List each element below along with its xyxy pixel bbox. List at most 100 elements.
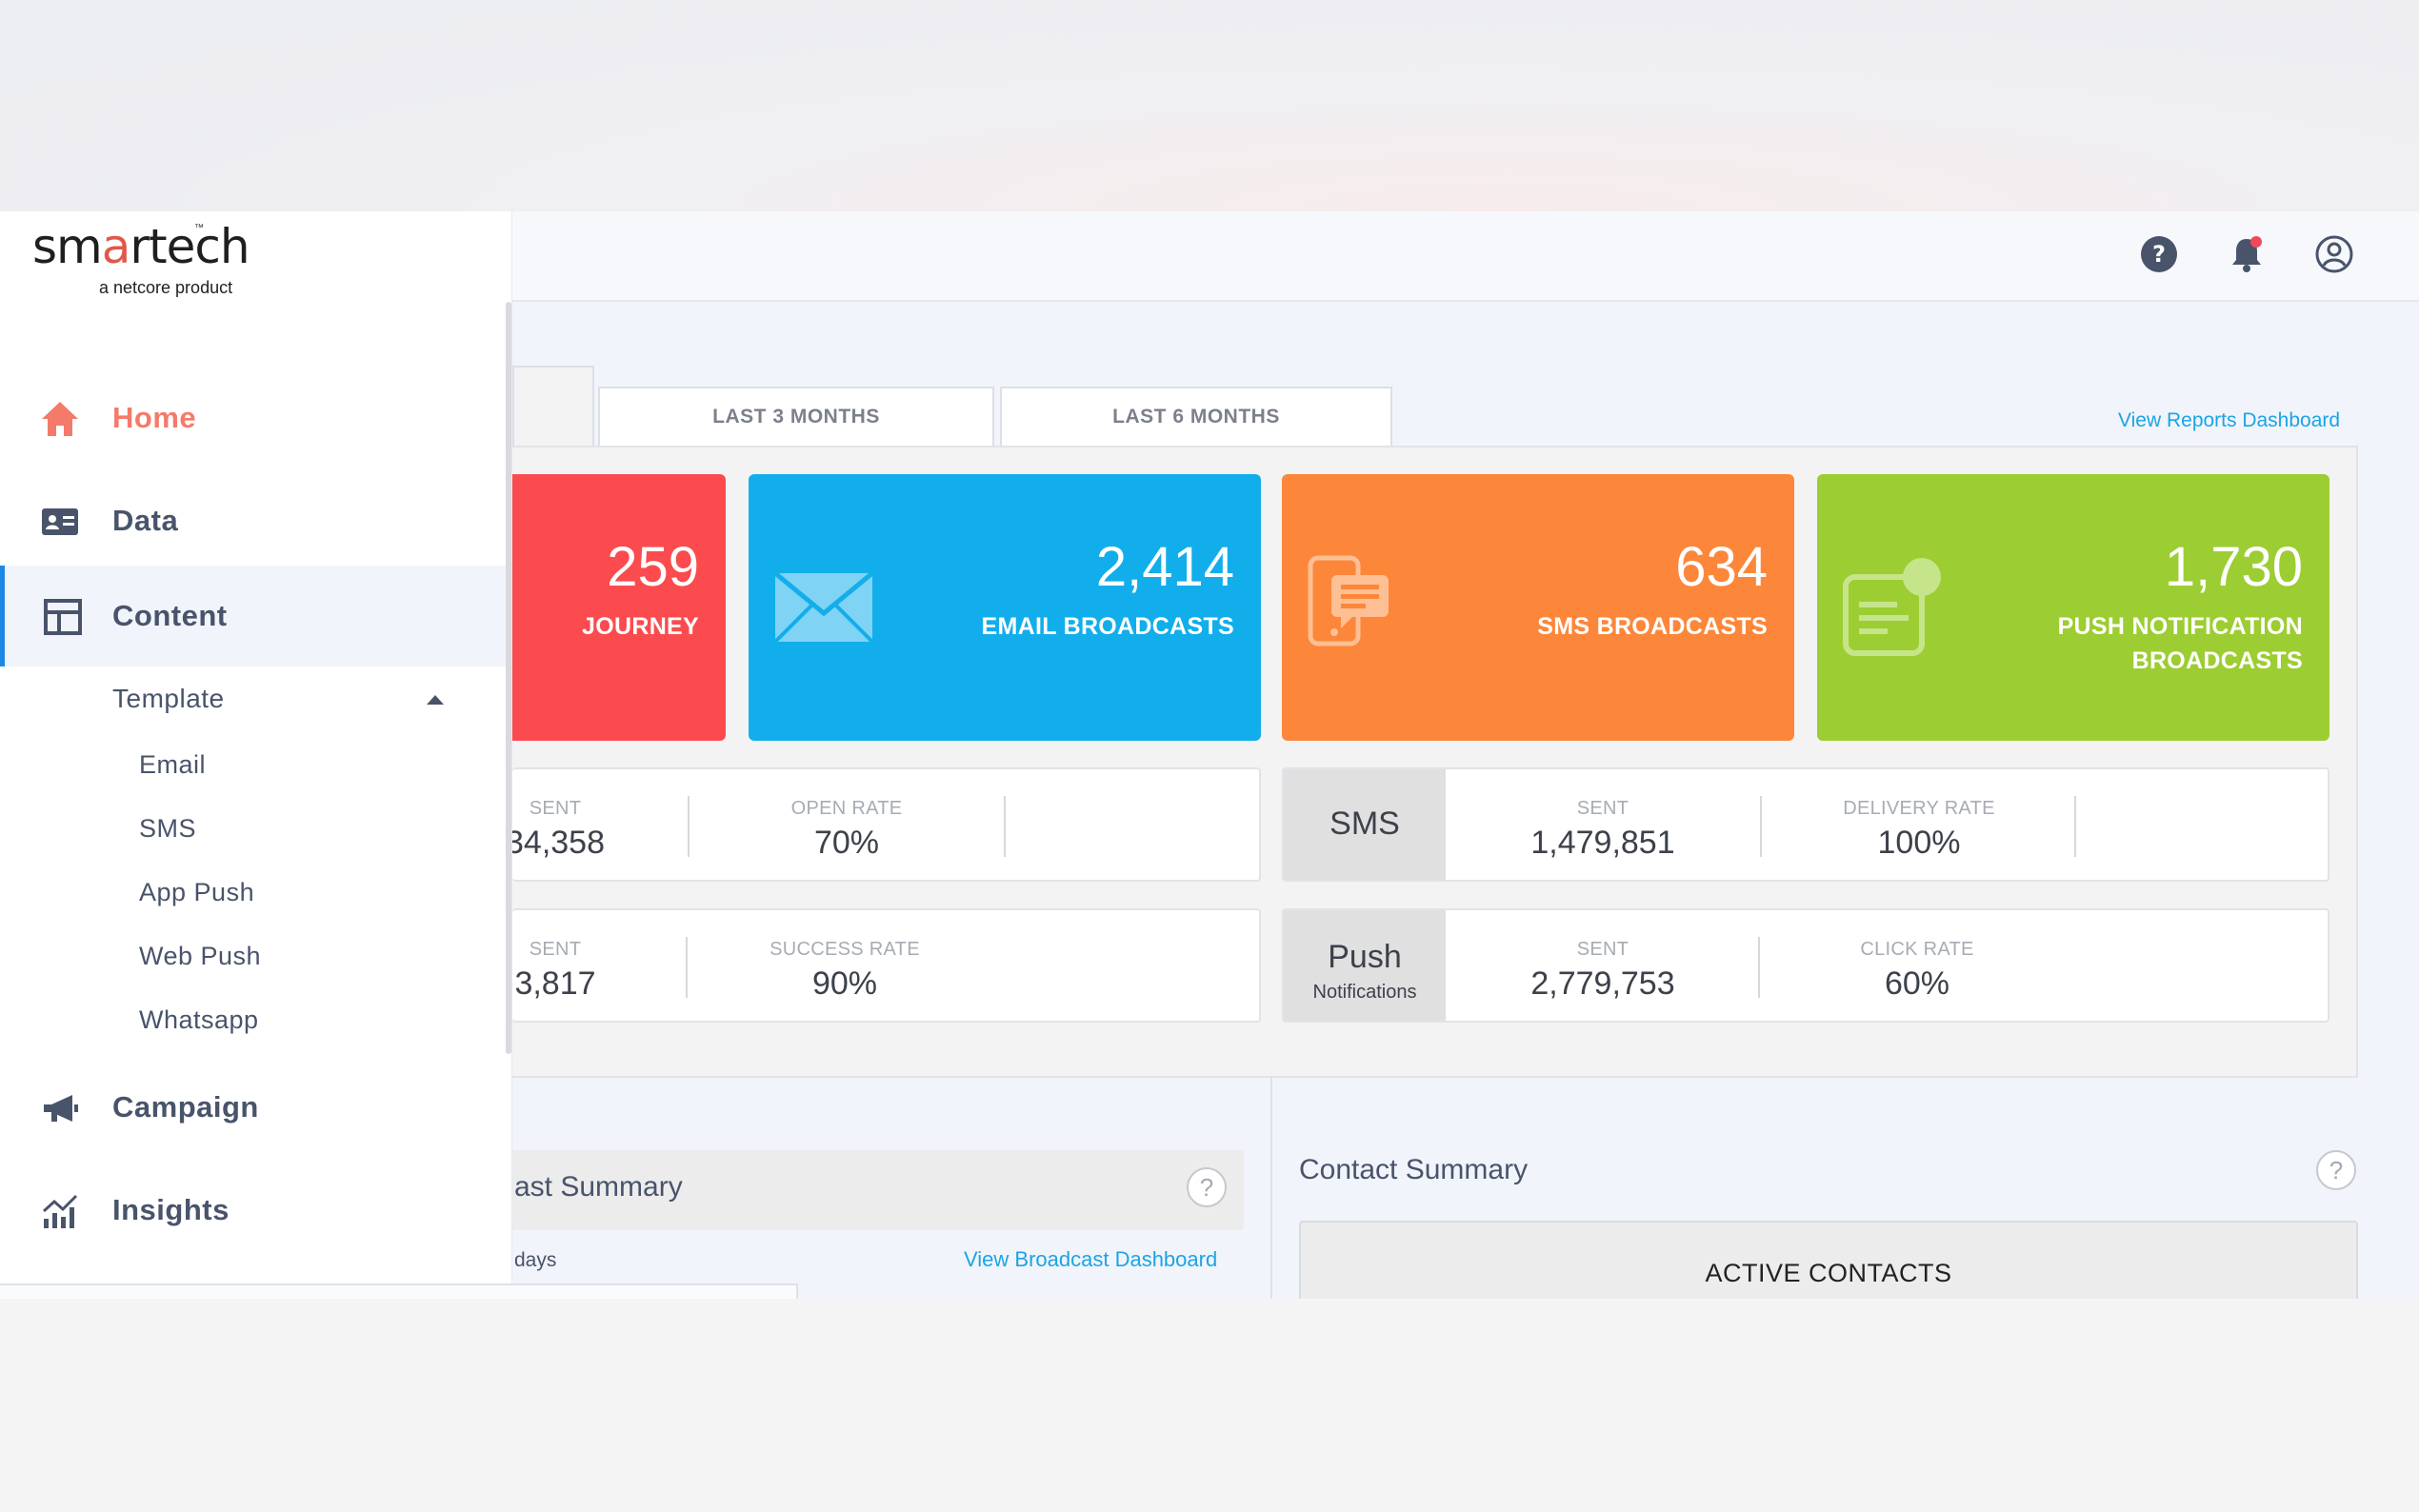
journey-sent-stat: SENT 3,817 [427,910,684,1021]
tab-current[interactable] [512,366,594,446]
tab-last-3-months[interactable]: LAST 3 MONTHS [598,387,994,446]
broadcast-summary-title: ast Summary [514,1171,683,1203]
push-broadcasts-label: PUSH NOTIFICATION BROADCASTS [2058,609,2303,678]
success-rate-stat: SUCCESS RATE 90% [688,910,1002,1021]
help-icon[interactable]: ? [2139,234,2179,274]
sms-channel-label: SMS [1284,769,1446,880]
divider [2074,796,2076,857]
stat-key: SENT [1576,939,1629,960]
mobile-chat-icon [1308,555,1389,647]
journey-count: 259 [607,536,699,598]
status-strip [0,1283,798,1299]
svg-text:?: ? [2152,241,2166,268]
background-top [0,0,2419,211]
stat-value: 60% [1884,965,1950,1002]
divider [1004,796,1006,857]
template-web-push[interactable]: Web Push [139,942,262,970]
template-sms[interactable]: SMS [139,814,197,843]
stat-key: CLICK RATE [1860,939,1974,960]
megaphone-icon [44,1095,78,1122]
id-card-icon [42,508,78,535]
view-reports-dashboard-link[interactable]: View Reports Dashboard [2118,409,2341,431]
template-app-push[interactable]: App Push [139,878,255,906]
view-broadcast-dashboard-link[interactable]: View Broadcast Dashboard [964,1247,1218,1271]
logo-wordmark: smartech [32,219,250,274]
sidebar: smartech ™ a netcore product Home Data [0,211,512,1299]
logo-tagline: a netcore product [99,278,233,297]
sidebar-item-label: Content [112,599,228,632]
layout-icon [44,599,82,635]
click-rate-stat: CLICK RATE 60% [1760,910,2074,1021]
push-broadcasts-count: 1,730 [2164,536,2303,598]
user-profile-icon[interactable] [2314,234,2354,274]
trademark: ™ [194,223,204,233]
template-whatsapp[interactable]: Whatsapp [139,1005,259,1034]
sidebar-item-insights[interactable]: Insights [0,1160,506,1261]
stat-value: 70% [813,825,880,861]
sms-broadcasts-count: 634 [1675,536,1768,598]
app-window: ? LAST 3 MONTHS LAST 6 MONTHS View Repor… [0,211,2419,1299]
sms-sent-stat: SENT 1,479,851 [1446,769,1760,880]
journey-stats-row: SENT 3,817 SUCCESS RATE 90% [512,908,1261,1023]
envelope-icon [773,571,874,644]
sms-stats-row: SMS SENT 1,479,851 DELIVERY RATE 100% [1282,767,2329,882]
sidebar-item-home[interactable]: Home [0,368,506,468]
days-label: days [514,1249,557,1271]
broadcast-summary-header [512,1150,1244,1230]
sidebar-item-label: Insights [112,1193,230,1226]
email-broadcasts-label: EMAIL BROADCASTS [981,613,1234,640]
active-contacts-box: ACTIVE CONTACTS [1299,1221,2358,1299]
channel-name: SMS [1329,806,1400,842]
section-divider [1270,1078,1272,1299]
broadcast-help-icon[interactable]: ? [1187,1167,1227,1207]
active-contacts-label: ACTIVE CONTACTS [1705,1259,1952,1287]
sms-broadcasts-label: SMS BROADCASTS [1537,613,1768,640]
smartech-logo[interactable]: smartech ™ a netcore product [32,219,250,297]
stat-value: 1,479,851 [1530,825,1675,861]
sidebar-item-campaign[interactable]: Campaign [0,1057,506,1158]
stat-key: SENT [529,939,582,960]
top-bar: ? [512,211,2419,302]
stat-value: 90% [811,965,878,1002]
contact-help-icon[interactable]: ? [2316,1150,2356,1190]
tab-last-6-months[interactable]: LAST 6 MONTHS [1000,387,1392,446]
home-icon [42,402,78,436]
background-bottom [0,1299,2419,1512]
sidebar-item-data[interactable]: Data [0,470,506,571]
delivery-rate-stat: DELIVERY RATE 100% [1762,769,2076,880]
channel-sub: Notifications [1312,982,1417,1003]
template-email[interactable]: Email [139,750,207,779]
email-broadcasts-card[interactable]: 2,414 EMAIL BROADCASTS [749,474,1261,741]
divider [686,937,688,998]
stat-key: SENT [1576,798,1629,819]
push-channel-label: Push Notifications [1284,910,1446,1021]
notification-dot [2250,236,2262,248]
stat-value: 34,358 [506,825,605,861]
stat-value: 2,779,753 [1530,965,1675,1002]
sms-broadcasts-card[interactable]: 634 SMS BROADCASTS [1282,474,1794,741]
stat-key: SUCCESS RATE [770,939,920,960]
channel-name: Push [1328,939,1402,975]
push-stats-row: Push Notifications SENT 2,779,753 CLICK … [1282,908,2329,1023]
push-sent-stat: SENT 2,779,753 [1446,910,1760,1021]
sidebar-scrollbar[interactable] [506,302,511,1054]
email-broadcasts-count: 2,414 [1095,536,1234,598]
stat-key: OPEN RATE [790,798,903,819]
open-rate-stat: OPEN RATE 70% [690,769,1004,880]
sidebar-item-label: Home [112,401,197,434]
notification-icon [1843,558,1941,656]
push-label-line2: BROADCASTS [2131,647,2303,674]
sidebar-item-content[interactable]: Content [0,566,506,666]
chevron-up-icon[interactable] [427,695,444,705]
push-notification-broadcasts-card[interactable]: 1,730 PUSH NOTIFICATION BROADCASTS [1817,474,2329,741]
template-submenu-label[interactable]: Template [112,684,225,713]
stat-value: 100% [1877,825,1961,861]
divider [1760,796,1762,857]
stat-key: DELIVERY RATE [1843,798,1995,819]
notification-bell-icon[interactable] [2227,234,2267,274]
sidebar-item-label: Data [112,504,179,537]
divider [1758,937,1760,998]
journey-label: JOURNEY [582,613,699,640]
stat-value: 3,817 [514,965,596,1002]
journey-card[interactable]: 259 JOURNEY [512,474,726,741]
